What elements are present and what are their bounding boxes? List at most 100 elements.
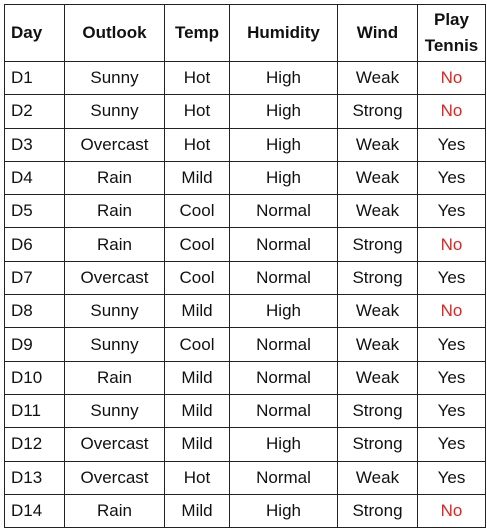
table-row: D6 Rain Cool Normal Strong No — [4, 227, 486, 262]
table-row: D9 Sunny Cool Normal Weak Yes — [4, 327, 486, 362]
cell-day: D12 — [4, 427, 65, 462]
cell-temp: Cool — [164, 194, 230, 229]
cell-day: D3 — [4, 127, 65, 162]
cell-day: D2 — [4, 94, 65, 129]
cell-day: D6 — [4, 227, 65, 262]
cell-outlook: Rain — [64, 360, 165, 395]
table-row: D5 Rain Cool Normal Weak Yes — [4, 194, 486, 229]
cell-temp: Cool — [164, 327, 230, 362]
cell-play-tennis: No — [417, 493, 486, 528]
cell-outlook: Overcast — [64, 460, 165, 495]
table-row: D14 Rain Mild High Strong No — [4, 493, 486, 528]
header-play-line2: Tennis — [424, 36, 479, 55]
cell-outlook: Rain — [64, 194, 165, 229]
cell-wind: Strong — [337, 260, 418, 296]
cell-temp: Mild — [164, 294, 230, 329]
cell-play-tennis: Yes — [417, 393, 486, 429]
cell-outlook: Sunny — [64, 327, 165, 362]
table-row: D13 Overcast Hot Normal Weak Yes — [4, 460, 486, 495]
cell-humidity: Normal — [229, 327, 338, 362]
cell-play-tennis: Yes — [417, 127, 486, 162]
table-row: D3 Overcast Hot High Weak Yes — [4, 127, 486, 162]
cell-day: D8 — [4, 294, 65, 329]
cell-humidity: High — [229, 294, 338, 329]
cell-humidity: Normal — [229, 260, 338, 296]
cell-outlook: Rain — [64, 493, 165, 528]
cell-temp: Hot — [164, 60, 230, 96]
cell-wind: Weak — [337, 194, 418, 229]
cell-wind: Strong — [337, 94, 418, 129]
cell-play-tennis: No — [417, 294, 486, 329]
cell-humidity: High — [229, 493, 338, 528]
cell-humidity: High — [229, 94, 338, 129]
cell-day: D7 — [4, 260, 65, 296]
cell-play-tennis: Yes — [417, 194, 486, 229]
header-outlook: Outlook — [64, 4, 165, 62]
cell-day: D13 — [4, 460, 65, 495]
cell-day: D5 — [4, 194, 65, 229]
cell-humidity: Normal — [229, 227, 338, 262]
cell-play-tennis: Yes — [417, 360, 486, 395]
cell-wind: Strong — [337, 427, 418, 462]
play-tennis-table: Day Outlook Temp Humidity Wind Play Tenn… — [4, 4, 486, 528]
cell-outlook: Sunny — [64, 94, 165, 129]
cell-temp: Mild — [164, 427, 230, 462]
cell-wind: Weak — [337, 460, 418, 495]
cell-temp: Mild — [164, 393, 230, 429]
cell-outlook: Sunny — [64, 294, 165, 329]
cell-outlook: Overcast — [64, 127, 165, 162]
cell-outlook: Sunny — [64, 393, 165, 429]
cell-outlook: Rain — [64, 227, 165, 262]
cell-outlook: Rain — [64, 160, 165, 196]
table-row: D12 Overcast Mild High Strong Yes — [4, 427, 486, 462]
cell-day: D11 — [4, 393, 65, 429]
cell-temp: Hot — [164, 127, 230, 162]
cell-day: D9 — [4, 327, 65, 362]
cell-play-tennis: No — [417, 94, 486, 129]
cell-play-tennis: No — [417, 60, 486, 96]
table-row: D8 Sunny Mild High Weak No — [4, 294, 486, 329]
cell-play-tennis: Yes — [417, 327, 486, 362]
cell-day: D4 — [4, 160, 65, 196]
cell-humidity: High — [229, 160, 338, 196]
header-play-tennis: Play Tennis — [417, 4, 486, 62]
table-row: D1 Sunny Hot High Weak No — [4, 60, 486, 96]
cell-humidity: Normal — [229, 393, 338, 429]
cell-wind: Strong — [337, 227, 418, 262]
cell-temp: Cool — [164, 227, 230, 262]
cell-play-tennis: Yes — [417, 260, 486, 296]
cell-temp: Mild — [164, 493, 230, 528]
cell-temp: Mild — [164, 360, 230, 395]
cell-outlook: Overcast — [64, 427, 165, 462]
cell-wind: Strong — [337, 493, 418, 528]
cell-humidity: High — [229, 427, 338, 462]
cell-play-tennis: Yes — [417, 160, 486, 196]
table-row: D7 Overcast Cool Normal Strong Yes — [4, 260, 486, 296]
table-body: D1 Sunny Hot High Weak No D2 Sunny Hot High Strong… — [4, 60, 486, 528]
cell-temp: Hot — [164, 460, 230, 495]
cell-humidity: Normal — [229, 360, 338, 395]
cell-wind: Weak — [337, 360, 418, 395]
header-temp: Temp — [164, 4, 230, 62]
table-row: D2 Sunny Hot High Strong No — [4, 94, 486, 129]
cell-play-tennis: No — [417, 227, 486, 262]
cell-wind: Strong — [337, 393, 418, 429]
table-row: D10 Rain Mild Normal Weak Yes — [4, 360, 486, 395]
cell-temp: Hot — [164, 94, 230, 129]
cell-wind: Weak — [337, 327, 418, 362]
cell-temp: Cool — [164, 260, 230, 296]
header-row: Day Outlook Temp Humidity Wind Play Tenn… — [4, 4, 486, 62]
cell-play-tennis: Yes — [417, 460, 486, 495]
cell-outlook: Sunny — [64, 60, 165, 96]
table-row: D11 Sunny Mild Normal Strong Yes — [4, 393, 486, 429]
cell-wind: Weak — [337, 160, 418, 196]
cell-day: D14 — [4, 493, 65, 528]
cell-day: D1 — [4, 60, 65, 96]
header-play-line1: Play — [434, 10, 469, 29]
cell-temp: Mild — [164, 160, 230, 196]
cell-humidity: Normal — [229, 194, 338, 229]
cell-wind: Weak — [337, 127, 418, 162]
header-wind: Wind — [337, 4, 418, 62]
cell-humidity: High — [229, 127, 338, 162]
table-row: D4 Rain Mild High Weak Yes — [4, 160, 486, 196]
